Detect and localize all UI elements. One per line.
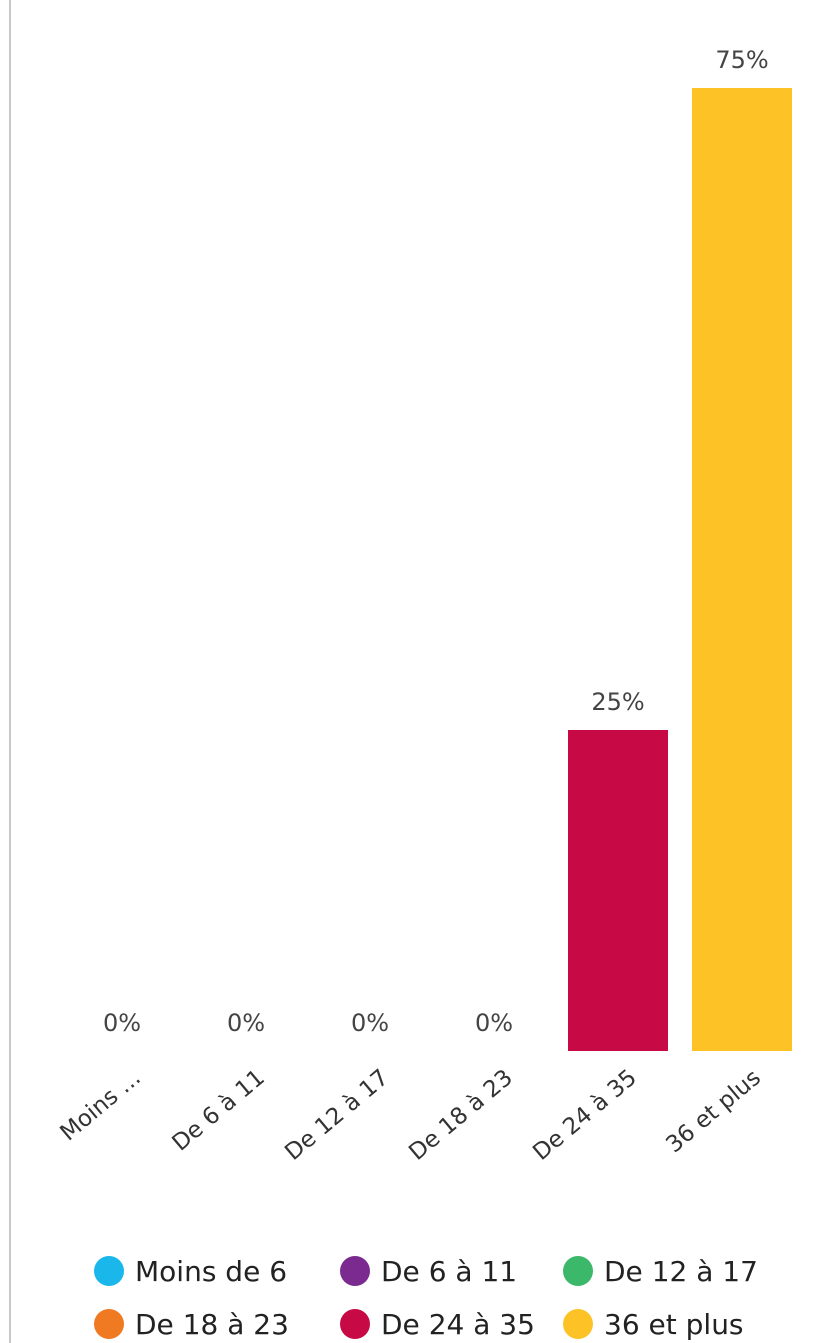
value-label: 0% bbox=[103, 1009, 141, 1037]
legend-item[interactable]: De 6 à 11 bbox=[340, 1255, 517, 1288]
legend-swatch-icon bbox=[94, 1309, 124, 1339]
x-tick-label: De 12 à 17 bbox=[280, 1065, 394, 1166]
value-label: 75% bbox=[715, 46, 768, 74]
bar-6 bbox=[692, 88, 792, 1051]
legend-swatch-icon bbox=[340, 1256, 370, 1286]
value-label: 0% bbox=[351, 1009, 389, 1037]
legend-swatch-icon bbox=[94, 1256, 124, 1286]
legend-label: 36 et plus bbox=[604, 1308, 744, 1341]
legend-item[interactable]: Moins de 6 bbox=[94, 1255, 287, 1288]
legend-item[interactable]: 36 et plus bbox=[563, 1308, 744, 1341]
x-tick-label: Moins ... bbox=[56, 1065, 146, 1147]
bar-5 bbox=[568, 730, 668, 1051]
value-label: 0% bbox=[475, 1009, 513, 1037]
legend-swatch-icon bbox=[563, 1309, 593, 1339]
x-tick-label: 36 et plus bbox=[661, 1065, 766, 1159]
value-label: 25% bbox=[591, 688, 644, 716]
legend-label: De 12 à 17 bbox=[604, 1255, 758, 1288]
x-tick-label: De 18 à 23 bbox=[404, 1065, 518, 1166]
legend-swatch-icon bbox=[563, 1256, 593, 1286]
x-tick-label: De 24 à 35 bbox=[528, 1065, 642, 1166]
legend-item[interactable]: De 18 à 23 bbox=[94, 1308, 289, 1341]
legend-label: Moins de 6 bbox=[135, 1255, 287, 1288]
legend-label: De 18 à 23 bbox=[135, 1308, 289, 1341]
legend-item[interactable]: De 24 à 35 bbox=[340, 1308, 535, 1341]
x-tick-label: De 6 à 11 bbox=[168, 1065, 270, 1157]
legend-item[interactable]: De 12 à 17 bbox=[563, 1255, 758, 1288]
legend-label: De 6 à 11 bbox=[381, 1255, 517, 1288]
legend-swatch-icon bbox=[340, 1309, 370, 1339]
chart-frame-border bbox=[9, 0, 11, 1343]
value-label: 0% bbox=[227, 1009, 265, 1037]
legend-label: De 24 à 35 bbox=[381, 1308, 535, 1341]
